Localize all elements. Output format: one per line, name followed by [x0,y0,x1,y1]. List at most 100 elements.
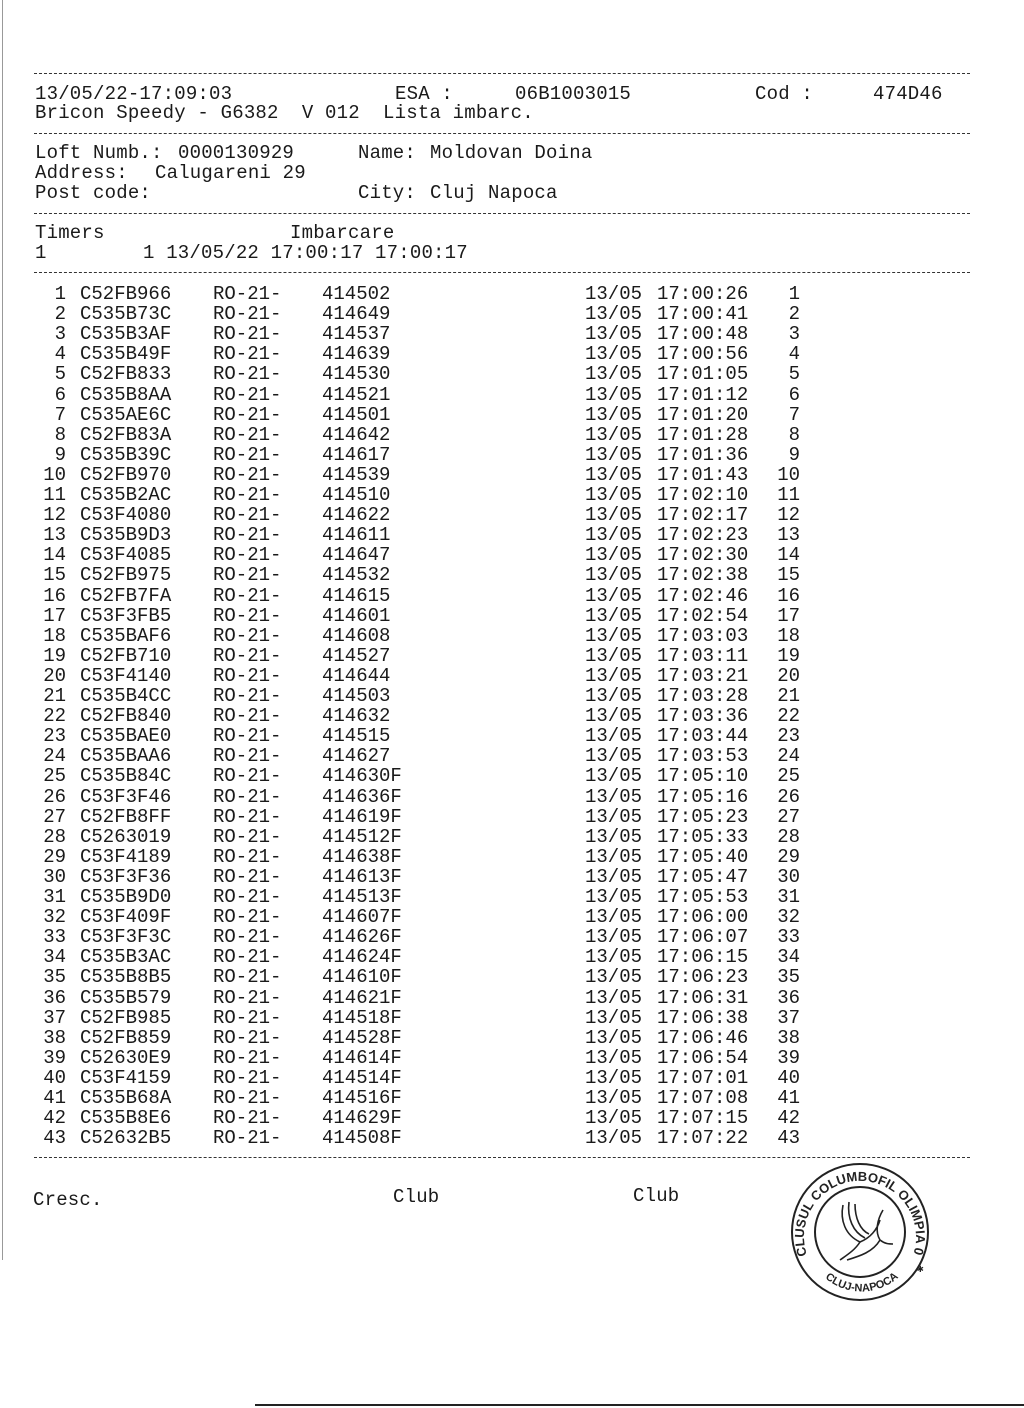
ring-prefix: RO-21- [213,504,282,527]
rank: 31 [777,886,800,908]
rank: 29 [777,845,800,868]
arrival-time: 17:07:08 [657,1087,749,1109]
arrival-time: 17:03:44 [657,725,749,748]
row-number: 37 [43,1006,66,1029]
arrival-time: 17:07:22 [657,1127,749,1150]
arrival-time: 17:00:41 [657,303,749,326]
arrival-date: 13/05 [585,1107,643,1130]
row-number: 1 [54,283,66,305]
ring-number: 414613F [322,865,402,888]
chip-code: C535B8AA [80,383,172,406]
chip-code: C53F3F3C [80,926,172,949]
chip-code: C535B4CC [80,685,172,707]
timer-line: 1 13/05/22 17:00:17 17:00:17 [143,242,468,264]
arrival-date: 13/05 [585,886,643,908]
row-number: 43 [43,1127,66,1150]
ring-number: 414629F [322,1107,402,1130]
loft-label: Loft Numb.: [35,142,163,164]
row-number: 25 [43,765,66,788]
city-label: City: [358,182,417,204]
arrival-date: 13/05 [585,443,643,466]
page-edge [2,0,3,1260]
rank: 21 [777,685,800,707]
chip-code: C53F3FB5 [80,604,172,627]
ring-number: 414521 [322,383,391,406]
ring-prefix: RO-21- [213,745,282,768]
rank: 19 [777,644,800,667]
arrival-time: 17:03:03 [657,624,749,647]
rank: 23 [777,725,800,748]
ring-number: 414644 [322,664,391,687]
row-number: 12 [43,504,66,527]
divider [34,1157,970,1158]
table-row: 25 C535B84C RO-21- 414630F 13/05 17:05:10 25 [0,766,1024,786]
device-line: Bricon Speedy - G6382 V 012 Lista imbarc… [35,102,534,124]
chip-code: C535B68A [80,1087,172,1109]
ring-prefix: RO-21- [213,343,282,366]
arrival-date: 13/05 [585,685,643,707]
ring-prefix: RO-21- [213,484,282,506]
arrival-date: 13/05 [585,986,643,1009]
ring-number: 414527 [322,644,391,667]
table-row: 12 C53F4080 RO-21- 414622 13/05 17:02:17 12 [0,505,1024,525]
svg-text:CLUJ-NAPOCA: CLUJ-NAPOCA [823,1270,901,1294]
arrival-date: 13/05 [585,664,643,687]
ring-prefix: RO-21- [213,564,282,587]
arrival-date: 13/05 [585,283,643,305]
rank: 11 [777,484,800,506]
address-label: Address: [35,162,128,184]
row-number: 33 [43,926,66,949]
row-number: 19 [43,644,66,667]
table-row: 16 C52FB7FA RO-21- 414615 13/05 17:02:46 16 [0,586,1024,606]
table-row: 24 C535BAA6 RO-21- 414627 13/05 17:03:53 24 [0,746,1024,766]
table-row: 17 C53F3FB5 RO-21- 414601 13/05 17:02:54 17 [0,606,1024,626]
rank: 3 [788,323,800,346]
ring-prefix: RO-21- [213,725,282,748]
ring-prefix: RO-21- [213,685,282,707]
arrival-date: 13/05 [585,343,643,366]
rank: 27 [777,805,800,828]
ring-number: 414610F [322,966,402,989]
divider [34,73,970,74]
ring-number: 414518F [322,1006,402,1029]
arrival-time: 17:01:20 [657,403,749,426]
row-number: 42 [43,1107,66,1130]
table-row: 26 C53F3F46 RO-21- 414636F 13/05 17:05:16 26 [0,787,1024,807]
arrival-time: 17:07:15 [657,1107,749,1130]
arrival-date: 13/05 [585,423,643,446]
stamp-top-text: CLUSUL COLUMBOFIL OLIMPIA 04 [785,1160,928,1258]
arrival-time: 17:03:21 [657,664,749,687]
ring-number: 414627 [322,745,391,768]
row-number: 8 [54,423,66,446]
rank: 42 [777,1107,800,1130]
arrival-time: 17:05:16 [657,785,749,808]
row-number: 11 [43,484,66,506]
chip-code: C52FB859 [80,1026,172,1049]
row-number: 10 [43,463,66,486]
rank: 17 [777,604,800,627]
arrival-time: 17:00:26 [657,283,749,305]
ring-prefix: RO-21- [213,403,282,426]
ring-number: 414508F [322,1127,402,1150]
row-number: 29 [43,845,66,868]
row-number: 21 [43,685,66,707]
rank: 24 [777,745,800,768]
ring-prefix: RO-21- [213,1026,282,1049]
table-row: 28 C5263019 RO-21- 414512F 13/05 17:05:33 28 [0,827,1024,847]
rank: 41 [777,1087,800,1109]
arrival-date: 13/05 [585,383,643,406]
chip-code: C53F4189 [80,845,172,868]
table-row: 21 C535B4CC RO-21- 414503 13/05 17:03:28 21 [0,686,1024,706]
rank: 22 [777,705,800,728]
arrival-time: 17:05:40 [657,845,749,868]
table-row: 7 C535AE6C RO-21- 414501 13/05 17:01:20 7 [0,405,1024,425]
arrival-date: 13/05 [585,403,643,426]
ring-prefix: RO-21- [213,624,282,647]
ring-number: 414539 [322,463,391,486]
ring-prefix: RO-21- [213,544,282,567]
ring-prefix: RO-21- [213,966,282,989]
table-row: 42 C535B8E6 RO-21- 414629F 13/05 17:07:15 42 [0,1108,1024,1128]
rank: 20 [777,664,800,687]
chip-code: C52FB8FF [80,805,172,828]
table-row: 22 C52FB840 RO-21- 414632 13/05 17:03:36 22 [0,706,1024,726]
